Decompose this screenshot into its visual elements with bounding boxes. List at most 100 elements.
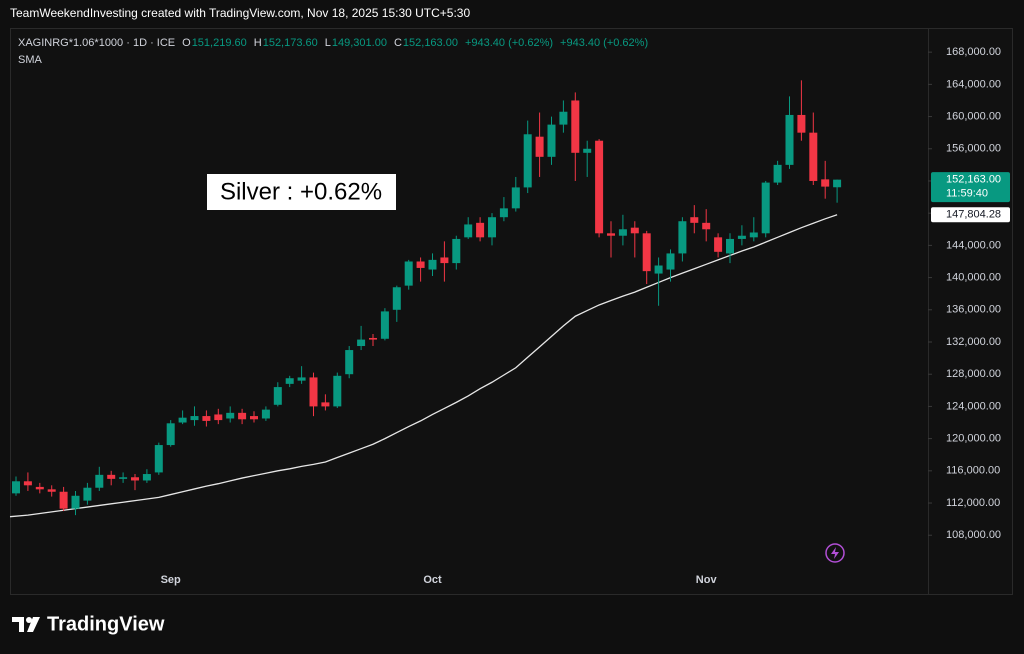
candle bbox=[642, 230, 651, 285]
candle bbox=[749, 217, 758, 242]
candle bbox=[416, 257, 425, 282]
candle bbox=[821, 160, 830, 199]
sma-line bbox=[9, 214, 838, 518]
candle-body bbox=[83, 487, 92, 501]
y-tick-label: 144,000.00 bbox=[946, 239, 1001, 251]
annotation-box bbox=[207, 174, 396, 210]
candle-body bbox=[166, 423, 175, 446]
chart-frame bbox=[10, 28, 1013, 595]
sma-legend: SMA bbox=[18, 54, 43, 66]
candle-body bbox=[321, 402, 330, 407]
candle bbox=[23, 472, 32, 491]
price-tag bbox=[931, 172, 1010, 203]
y-tick-label: 168,000.00 bbox=[946, 46, 1001, 58]
candle-body bbox=[226, 412, 235, 419]
x-tick-label: Oct bbox=[423, 574, 442, 586]
candle-body bbox=[773, 164, 782, 183]
candle-body bbox=[690, 217, 699, 223]
candle-body bbox=[345, 350, 354, 375]
alert-icon[interactable] bbox=[825, 543, 845, 563]
legend-text: 149,301.00 bbox=[332, 37, 387, 49]
candle-body bbox=[476, 222, 485, 238]
candle-body bbox=[535, 136, 544, 157]
candle-body bbox=[726, 238, 734, 254]
candle bbox=[690, 205, 699, 234]
candle bbox=[131, 474, 139, 491]
candle-body bbox=[297, 377, 306, 381]
candle-body bbox=[273, 387, 282, 405]
y-tick-label: 124,000.00 bbox=[946, 400, 1001, 412]
candle-body bbox=[190, 416, 199, 421]
candle bbox=[345, 346, 354, 379]
candle bbox=[797, 80, 806, 141]
candle bbox=[678, 217, 687, 262]
candle-body bbox=[452, 238, 461, 264]
y-tick-label: 140,000.00 bbox=[946, 271, 1001, 283]
candle-body bbox=[202, 416, 211, 421]
candle-body bbox=[59, 491, 68, 509]
candle-body bbox=[785, 114, 794, 165]
candle bbox=[773, 160, 782, 185]
candle-body bbox=[714, 237, 723, 252]
legend-text: C bbox=[394, 37, 402, 49]
candle-body bbox=[571, 100, 580, 153]
candle bbox=[833, 179, 842, 203]
candle-body bbox=[464, 224, 473, 238]
x-tick-label: Sep bbox=[161, 574, 181, 586]
candle bbox=[35, 482, 44, 494]
candle-body bbox=[369, 337, 377, 340]
candle-body bbox=[654, 265, 663, 274]
candle-body bbox=[642, 233, 651, 272]
candle bbox=[809, 112, 818, 185]
candle bbox=[214, 408, 223, 425]
y-tick-label: 164,000.00 bbox=[946, 78, 1001, 90]
candle bbox=[618, 214, 627, 246]
candle-body bbox=[559, 111, 568, 125]
candle-body bbox=[107, 474, 116, 479]
candle bbox=[583, 140, 592, 177]
candle bbox=[571, 92, 580, 181]
candle-body bbox=[392, 287, 401, 310]
y-tick-label: 108,000.00 bbox=[946, 529, 1001, 541]
candle bbox=[702, 209, 711, 242]
candle bbox=[369, 333, 377, 347]
legend-text: +943.40 (+0.62%) bbox=[465, 37, 553, 49]
candle-body bbox=[261, 409, 270, 419]
candle-body bbox=[511, 187, 520, 209]
candle-body bbox=[797, 114, 806, 133]
y-tick-label: 156,000.00 bbox=[946, 143, 1001, 155]
candle-body bbox=[238, 412, 247, 420]
candle bbox=[726, 233, 734, 264]
candle bbox=[357, 325, 366, 351]
legend-text: H bbox=[254, 37, 262, 49]
candle bbox=[333, 372, 342, 409]
legend-text: 152,173.60 bbox=[263, 37, 318, 49]
y-tick-label: 116,000.00 bbox=[946, 465, 1000, 477]
candle bbox=[785, 96, 794, 169]
candle bbox=[202, 410, 211, 427]
candle-body bbox=[309, 377, 318, 407]
candle bbox=[511, 176, 520, 212]
candle-body bbox=[809, 132, 818, 181]
candle bbox=[476, 217, 485, 242]
candle bbox=[595, 139, 604, 238]
candle bbox=[737, 225, 746, 246]
y-tick-label: 132,000.00 bbox=[946, 336, 1001, 348]
candle-body bbox=[488, 217, 496, 238]
legend-text: O bbox=[182, 37, 191, 49]
candle-body bbox=[737, 235, 746, 239]
header: TeamWeekendInvesting created with Tradin… bbox=[10, 6, 470, 20]
candle bbox=[714, 233, 723, 258]
candle-body bbox=[404, 261, 413, 286]
candle bbox=[190, 406, 199, 426]
candle-body bbox=[333, 375, 342, 407]
candle-body bbox=[214, 414, 223, 421]
candle bbox=[559, 100, 568, 133]
x-tick-label: Nov bbox=[696, 574, 718, 586]
candle bbox=[547, 116, 556, 165]
candle-body bbox=[285, 378, 294, 384]
y-tick-label: 112,000.00 bbox=[946, 497, 1000, 509]
candle bbox=[59, 486, 68, 512]
candle bbox=[71, 490, 80, 516]
